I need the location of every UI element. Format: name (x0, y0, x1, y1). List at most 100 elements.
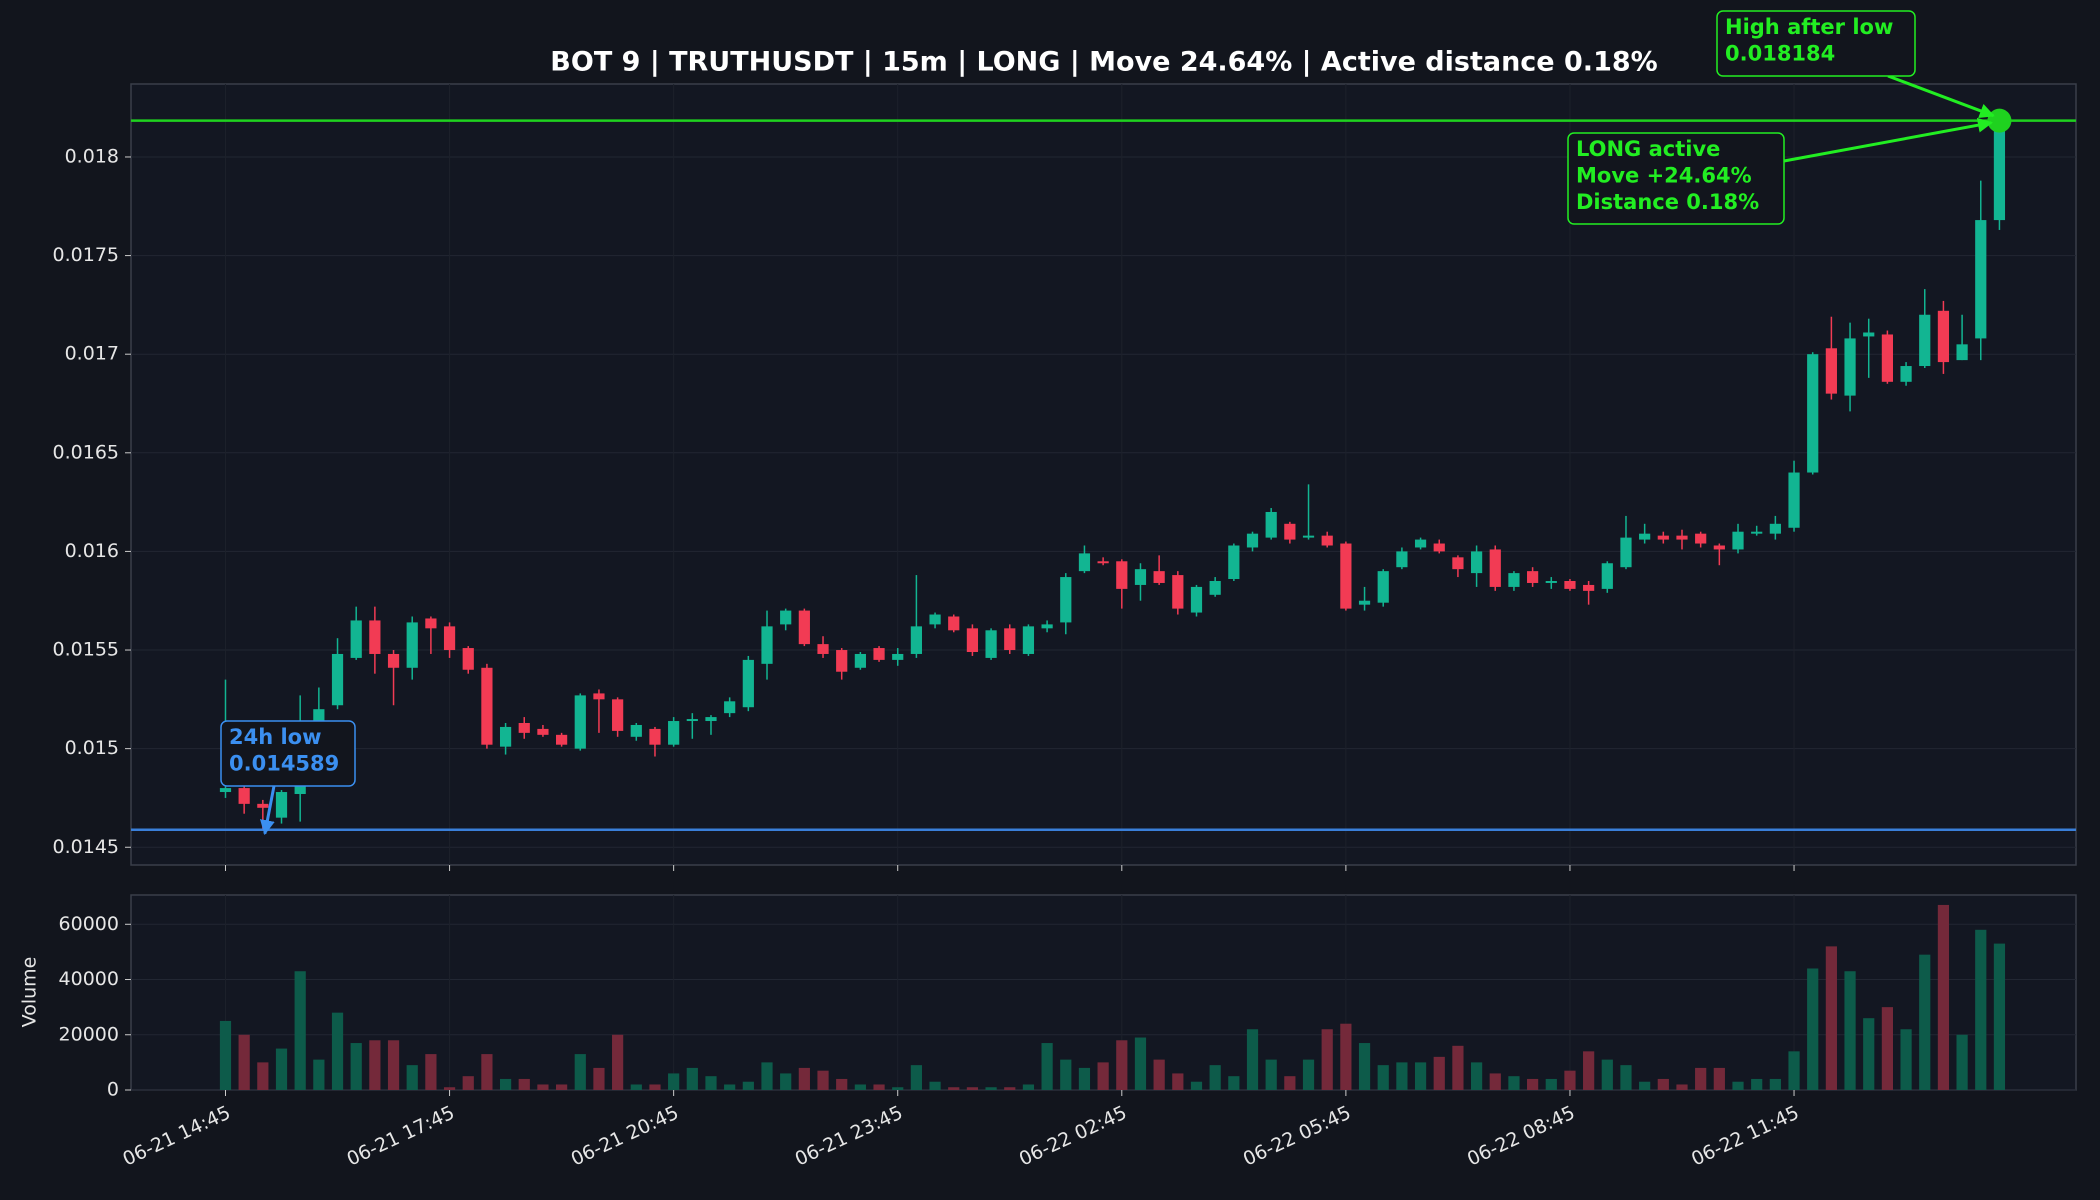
candle (1825, 316, 1837, 400)
candle (1751, 525, 1763, 536)
candle-body (1508, 573, 1520, 587)
volume-bar (1340, 1023, 1352, 1090)
candle (705, 715, 717, 735)
candle-body (462, 648, 474, 670)
candle (1022, 624, 1035, 656)
volume-bar (369, 1040, 381, 1090)
candle (1545, 577, 1557, 589)
annotation-text: 0.014589 (229, 752, 339, 776)
volume-bar (854, 1084, 866, 1090)
volume-bar (1564, 1070, 1576, 1090)
candle (892, 648, 904, 666)
candle-body (481, 667, 493, 745)
y-tick-label: 40000 (59, 968, 119, 990)
candle (1937, 300, 1950, 374)
volume-bar (1489, 1073, 1501, 1090)
candle (1153, 555, 1165, 585)
candle (649, 726, 661, 757)
candle-body (1695, 533, 1707, 544)
y-tick-label: 0.015 (65, 737, 119, 759)
candle-body (1937, 310, 1950, 363)
volume-bar (985, 1087, 997, 1090)
candle-body (1116, 561, 1128, 589)
candle-body (705, 717, 717, 722)
volume-bar (929, 1081, 941, 1090)
y-tick-label: 0.017 (65, 343, 119, 365)
candle-body (387, 653, 400, 668)
volume-bar (892, 1087, 904, 1090)
candle-body (929, 614, 941, 625)
candle-body (1396, 551, 1408, 568)
volume-bar (1601, 1059, 1613, 1090)
candle-body (1657, 535, 1669, 540)
y-tick-label: 0 (107, 1079, 119, 1101)
candle-body (1246, 533, 1259, 548)
y-tick-label: 0.0165 (53, 441, 119, 463)
candle (798, 608, 810, 647)
volume-plot-area (130, 894, 2077, 1091)
candle (612, 697, 624, 737)
candle-body (1265, 511, 1277, 538)
candle (1396, 547, 1408, 570)
candle (331, 638, 344, 710)
volume-bar (1228, 1076, 1240, 1090)
volume-bar (686, 1067, 698, 1090)
candle-body (574, 695, 586, 749)
candle-body (668, 721, 680, 745)
candle (1508, 571, 1520, 591)
candle-body (238, 788, 250, 804)
candle-body (1078, 553, 1091, 572)
candle-body (612, 699, 624, 731)
candle (425, 616, 437, 654)
candle-body (798, 610, 810, 645)
candle-body (275, 792, 288, 818)
volume-bar (1807, 968, 1819, 1090)
y-tick-label: 60000 (59, 913, 119, 935)
volume-bar (537, 1084, 549, 1090)
volume-bar (1041, 1043, 1053, 1090)
candle (1919, 289, 1931, 368)
candle-body (313, 709, 325, 729)
volume-bar (668, 1073, 680, 1090)
candle-body (1153, 571, 1165, 583)
volume-bar (1116, 1040, 1128, 1090)
candle-body (985, 630, 997, 658)
candle-body (1527, 571, 1539, 583)
volume-bar (313, 1059, 325, 1090)
candle-body (1228, 545, 1240, 580)
candle (1340, 541, 1352, 611)
candle (1564, 579, 1576, 591)
candle (1358, 586, 1371, 611)
volume-bar (1134, 1037, 1147, 1090)
volume-bar (1657, 1078, 1669, 1090)
volume-bar (1695, 1067, 1707, 1090)
volume-bar (873, 1084, 885, 1090)
volume-bar (780, 1073, 792, 1090)
volume-bar (1284, 1076, 1296, 1090)
annotation-arrow (1783, 117, 1993, 163)
candle (443, 622, 456, 658)
candle (686, 713, 698, 739)
volume-bar (462, 1076, 474, 1090)
candle-body (1060, 577, 1072, 623)
candle-body (1545, 581, 1557, 583)
annotation-text: High after low (1725, 15, 1893, 39)
volume-bar (761, 1062, 773, 1090)
candle (406, 616, 418, 680)
candle (1657, 531, 1669, 544)
candle (910, 575, 922, 658)
volume-bar (966, 1087, 979, 1090)
candle-body (1751, 531, 1763, 534)
annotation-text: 24h low (229, 725, 322, 749)
candle (1788, 460, 1800, 532)
volume-bar (1527, 1078, 1539, 1090)
candle (1695, 531, 1707, 548)
volume-bar (1321, 1029, 1333, 1090)
candle (1228, 543, 1240, 581)
candle (1302, 484, 1315, 540)
candle (929, 612, 941, 629)
high-marker (1987, 108, 2012, 133)
volume-bar (1825, 946, 1837, 1090)
candle (537, 724, 549, 737)
